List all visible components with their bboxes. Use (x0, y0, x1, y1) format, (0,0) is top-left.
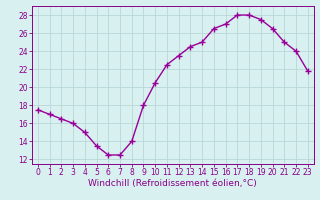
X-axis label: Windchill (Refroidissement éolien,°C): Windchill (Refroidissement éolien,°C) (88, 179, 257, 188)
